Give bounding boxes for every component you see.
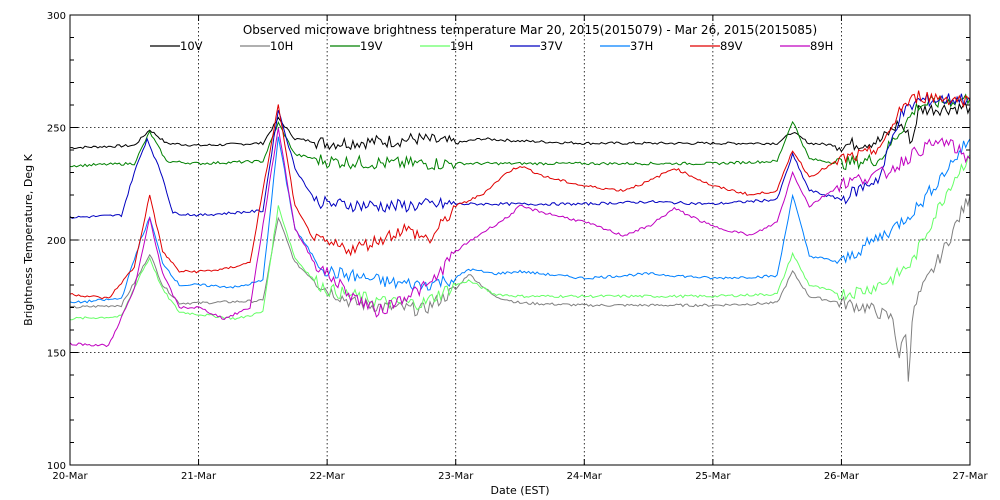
series-line-37v [69, 91, 971, 219]
y-tick-label: 250 [47, 124, 66, 135]
x-tick-label: 20-Mar [52, 471, 88, 482]
legend: 10V 10H 19V 19H 37V 37H 89V 89H [150, 39, 833, 53]
legend-label: 89H [810, 39, 833, 53]
legend-label: 37V [540, 39, 563, 53]
series-line-37h [69, 136, 971, 304]
series-line-10h [69, 194, 971, 382]
x-tick-label: 23-Mar [438, 471, 474, 482]
y-tick-label: 150 [47, 349, 66, 360]
x-axis-label: Date (EST) [490, 484, 549, 497]
y-tick-label: 200 [47, 236, 66, 247]
x-tick-label: 22-Mar [310, 471, 346, 482]
legend-label: 19V [360, 39, 383, 53]
series-line-89v [69, 90, 971, 300]
y-tick-label: 300 [47, 11, 66, 22]
x-tick-label: 25-Mar [695, 471, 731, 482]
series-line-10v [69, 102, 971, 153]
x-tick-label: 26-Mar [824, 471, 860, 482]
axis-ticks: 20-Mar 21-Mar 22-Mar 23-Mar 24-Mar 25-Mar 26-M… [47, 11, 989, 482]
chart-title: Observed microwave brightness temperatur… [243, 23, 817, 37]
series-lines [69, 90, 971, 382]
series-line-89h [69, 127, 971, 348]
legend-label: 89V [720, 39, 743, 53]
y-axis-label: Brightness Temperature, Deg K [22, 153, 35, 325]
legend-label: 37H [630, 39, 653, 53]
y-tick-label: 100 [47, 461, 66, 472]
series-line-19v [69, 93, 971, 171]
legend-label: 10H [270, 39, 293, 53]
x-tick-label: 21-Mar [181, 471, 217, 482]
legend-label: 19H [450, 39, 473, 53]
x-tick-label: 24-Mar [567, 471, 603, 482]
x-tick-label: 27-Mar [952, 471, 988, 482]
legend-label: 10V [180, 39, 203, 53]
